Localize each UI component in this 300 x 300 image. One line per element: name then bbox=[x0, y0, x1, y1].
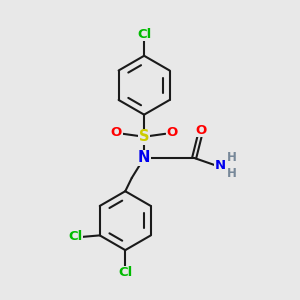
Text: O: O bbox=[111, 126, 122, 139]
Text: Cl: Cl bbox=[137, 28, 151, 41]
Text: N: N bbox=[138, 150, 150, 165]
Text: O: O bbox=[195, 124, 207, 137]
Text: O: O bbox=[166, 126, 177, 139]
Text: N: N bbox=[215, 159, 226, 172]
Text: H: H bbox=[226, 151, 236, 164]
Text: Cl: Cl bbox=[118, 266, 132, 279]
Text: S: S bbox=[139, 129, 149, 144]
Text: H: H bbox=[226, 167, 236, 180]
Text: Cl: Cl bbox=[68, 230, 83, 243]
